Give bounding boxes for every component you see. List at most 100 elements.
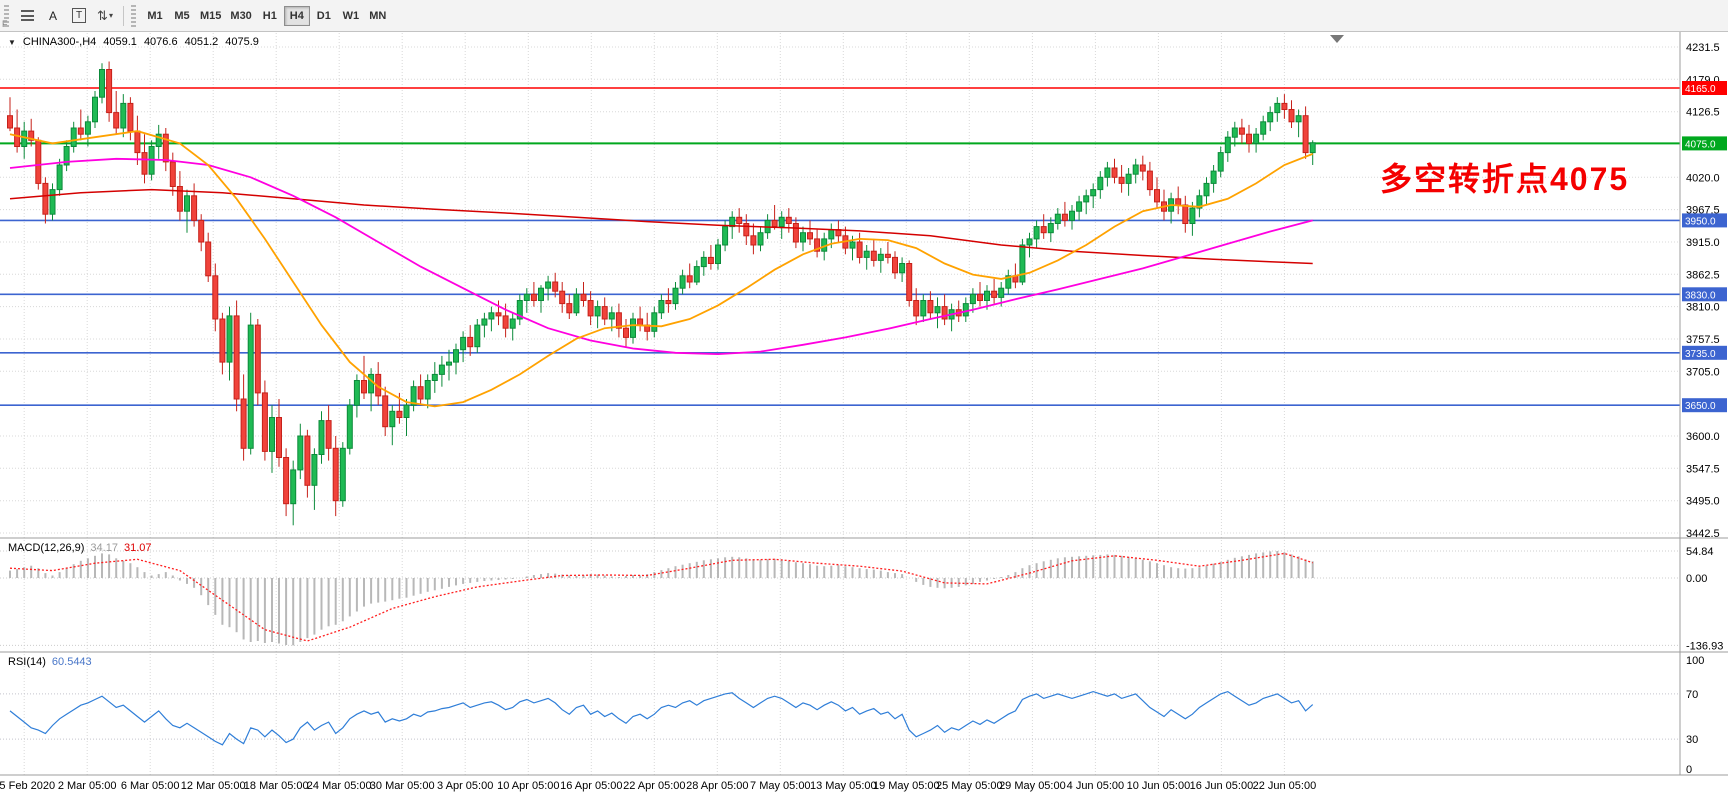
timeframe-m30-button[interactable]: M30 — [226, 6, 255, 26]
toolbar: A T ⇅ ▾ M1 M5 M15 M30 H1 H4 D1 W1 MN — [0, 0, 1728, 32]
indicator-axis[interactable]: 54.84 0.00 -136.93 100 70 30 0 — [1686, 546, 1723, 776]
toolbar-separator — [123, 5, 124, 26]
svg-text:70: 70 — [1686, 689, 1698, 701]
grid-layer — [0, 33, 1680, 775]
svg-text:16 Jun 05:00: 16 Jun 05:00 — [1190, 780, 1254, 792]
dropdown-caret-icon: ▾ — [108, 11, 113, 20]
chart-list-icon — [20, 10, 34, 21]
svg-text:3830.0: 3830.0 — [1685, 290, 1716, 301]
rsi-value: 60.5443 — [51, 656, 92, 668]
timeframe-mn-button[interactable]: MN — [365, 6, 391, 26]
svg-text:4075.0: 4075.0 — [1685, 139, 1716, 150]
timeframe-m15-button[interactable]: M15 — [196, 6, 225, 26]
up-down-arrows-icon: ⇅ — [97, 8, 108, 23]
rsi-name: RSI(14) — [8, 656, 46, 668]
macd-signal-line — [9, 552, 1313, 642]
svg-text:3757.5: 3757.5 — [1686, 334, 1720, 346]
shift-triangle-icon — [1330, 35, 1344, 43]
rsi-indicator-label: RSI(14) 60.5443 — [8, 656, 92, 668]
svg-text:0: 0 — [1686, 764, 1692, 776]
timeframe-m5-button[interactable]: M5 — [169, 6, 195, 26]
macd-name: MACD(12,26,9) — [8, 542, 85, 554]
svg-text:54.84: 54.84 — [1686, 546, 1714, 558]
svg-text:30: 30 — [1686, 734, 1698, 746]
svg-text:3735.0: 3735.0 — [1685, 349, 1716, 360]
svg-text:4231.5: 4231.5 — [1686, 42, 1720, 54]
rsi-line — [9, 690, 1314, 746]
price-axis[interactable]: 4231.54179.04126.54020.03967.53915.03862… — [1682, 42, 1727, 540]
pane-separators — [0, 32, 1728, 776]
svg-text:10 Jun 05:00: 10 Jun 05:00 — [1127, 780, 1191, 792]
ma-mid-magenta — [9, 157, 1313, 356]
svg-text:2 Mar 05:00: 2 Mar 05:00 — [58, 780, 117, 792]
svg-text:4020.0: 4020.0 — [1686, 172, 1720, 184]
macd-pane — [0, 550, 1680, 646]
ohlc-open: 4059.1 — [103, 36, 137, 48]
svg-text:12 Mar 05:00: 12 Mar 05:00 — [181, 780, 246, 792]
collapse-triangle-icon[interactable]: ▼ — [8, 37, 16, 47]
timeframe-h1-button[interactable]: H1 — [257, 6, 283, 26]
ohlc-low: 4051.2 — [184, 36, 219, 48]
svg-text:3862.5: 3862.5 — [1686, 269, 1720, 281]
svg-text:30 Mar 05:00: 30 Mar 05:00 — [370, 780, 435, 792]
chart-annotation-text[interactable]: 多空转折点4075 — [1380, 161, 1630, 197]
text-tool-button[interactable]: T — [67, 5, 91, 27]
svg-text:100: 100 — [1686, 655, 1704, 667]
svg-text:4165.0: 4165.0 — [1685, 84, 1716, 95]
svg-text:6 Mar 05:00: 6 Mar 05:00 — [121, 780, 180, 792]
svg-text:16 Apr 05:00: 16 Apr 05:00 — [560, 780, 622, 792]
svg-text:3810.0: 3810.0 — [1686, 302, 1720, 314]
svg-text:3600.0: 3600.0 — [1686, 431, 1720, 443]
timeframe-h4-button[interactable]: H4 — [283, 5, 310, 26]
rsi-pane — [0, 690, 1680, 746]
svg-text:29 May 05:00: 29 May 05:00 — [999, 780, 1066, 792]
svg-text:18 Mar 05:00: 18 Mar 05:00 — [244, 780, 309, 792]
ohlc-close: 4075.9 — [225, 36, 259, 48]
annotate-a-button[interactable]: A — [41, 5, 65, 27]
ma-slow-red — [9, 188, 1313, 265]
svg-text:22 Jun 05:00: 22 Jun 05:00 — [1253, 780, 1317, 792]
svg-text:28 Apr 05:00: 28 Apr 05:00 — [686, 780, 748, 792]
chart-shift-marker[interactable] — [1330, 35, 1344, 43]
svg-text:24 Mar 05:00: 24 Mar 05:00 — [307, 780, 372, 792]
timeframe-buttons: M1 M5 M15 M30 H1 H4 D1 W1 MN — [142, 5, 391, 26]
svg-text:3705.0: 3705.0 — [1686, 366, 1720, 378]
svg-text:0.00: 0.00 — [1686, 573, 1707, 585]
svg-text:3650.0: 3650.0 — [1685, 401, 1716, 412]
moving-averages-layer — [9, 130, 1314, 408]
charts-menu-button[interactable] — [15, 5, 39, 27]
svg-text:10 Apr 05:00: 10 Apr 05:00 — [497, 780, 559, 792]
svg-text:4126.5: 4126.5 — [1686, 107, 1720, 119]
svg-text:7 May 05:00: 7 May 05:00 — [750, 780, 811, 792]
ohlc-high: 4076.6 — [143, 36, 178, 48]
toolbar-drag-handle[interactable] — [4, 4, 9, 27]
svg-text:3495.0: 3495.0 — [1686, 496, 1720, 508]
svg-text:19 May 05:00: 19 May 05:00 — [873, 780, 940, 792]
macd-signal-value: 31.07 — [123, 542, 152, 554]
svg-text:13 May 05:00: 13 May 05:00 — [810, 780, 877, 792]
timeframe-d1-button[interactable]: D1 — [311, 6, 337, 26]
candles-layer — [7, 61, 1316, 526]
timeframe-w1-button[interactable]: W1 — [338, 6, 364, 26]
macd-main-value: 34.17 — [90, 542, 118, 554]
timeframes-drag-handle[interactable] — [131, 4, 136, 27]
svg-text:-136.93: -136.93 — [1686, 640, 1723, 652]
toolbar-overflow-label: F — [2, 19, 8, 29]
svg-text:25 May 05:00: 25 May 05:00 — [936, 780, 1003, 792]
svg-text:3915.0: 3915.0 — [1686, 237, 1720, 249]
svg-text:3 Apr 05:00: 3 Apr 05:00 — [437, 780, 493, 792]
svg-text:22 Apr 05:00: 22 Apr 05:00 — [623, 780, 685, 792]
macd-indicator-label: MACD(12,26,9) 34.17 31.07 — [8, 542, 151, 554]
timeframe-m1-button[interactable]: M1 — [142, 6, 168, 26]
letter-a-icon: A — [48, 8, 57, 23]
scale-tool-button[interactable]: ⇅ ▾ — [93, 5, 117, 27]
symbol-ohlc-line: ▼ CHINA300-,H4 4059.1 4076.6 4051.2 4075… — [8, 36, 259, 48]
ma-fast-orange — [9, 130, 1314, 408]
svg-text:3547.5: 3547.5 — [1686, 463, 1720, 475]
horizontal-lines[interactable] — [0, 87, 1680, 407]
symbol-period: CHINA300-,H4 — [22, 36, 97, 48]
svg-text:3950.0: 3950.0 — [1685, 216, 1716, 227]
